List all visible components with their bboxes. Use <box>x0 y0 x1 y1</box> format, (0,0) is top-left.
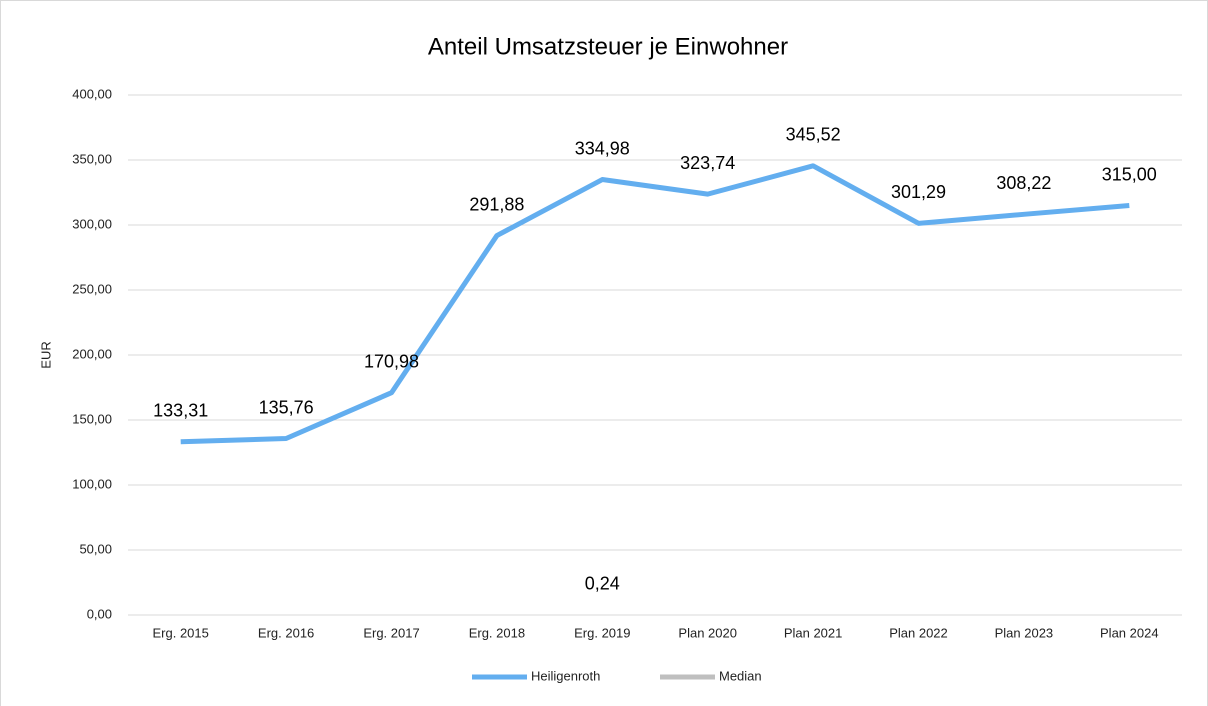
x-tick-label: Plan 2021 <box>784 625 843 640</box>
data-label: 334,98 <box>575 138 630 158</box>
y-axis-label: EUR <box>38 341 53 368</box>
y-tick-label: 50,00 <box>79 541 112 556</box>
data-label: 308,22 <box>996 173 1051 193</box>
y-tick-label: 250,00 <box>72 281 112 296</box>
line <box>180 163 1130 445</box>
y-tick-label: 350,00 <box>72 151 112 166</box>
data-label: 345,52 <box>786 125 841 145</box>
chart-title: Anteil Umsatzsteuer je Einwohner <box>428 33 788 60</box>
y-tick-label: 150,00 <box>72 411 112 426</box>
x-tick-label: Erg. 2016 <box>258 625 314 640</box>
legend-label: Median <box>719 668 762 683</box>
y-tick-label: 300,00 <box>72 216 112 231</box>
legend-label: Heiligenroth <box>531 668 600 683</box>
data-label: 0,24 <box>585 573 620 593</box>
x-tick-label: Erg. 2019 <box>574 625 630 640</box>
data-label: 133,31 <box>153 400 208 420</box>
data-label: 315,00 <box>1102 164 1157 184</box>
data-label: 170,98 <box>364 351 419 371</box>
y-tick-label: 100,00 <box>72 476 112 491</box>
x-tick-label: Plan 2023 <box>995 625 1054 640</box>
x-tick-label: Plan 2020 <box>678 625 737 640</box>
y-tick-label: 400,00 <box>72 86 112 101</box>
data-label: 323,74 <box>680 153 735 173</box>
data-label: 135,76 <box>259 397 314 417</box>
y-tick-label: 0,00 <box>87 606 112 621</box>
y-tick-label: 200,00 <box>72 346 112 361</box>
x-tick-label: Plan 2022 <box>889 625 948 640</box>
x-tick-label: Erg. 2018 <box>469 625 525 640</box>
x-tick-label: Erg. 2015 <box>153 625 209 640</box>
data-label: 291,88 <box>469 194 524 214</box>
x-tick-label: Plan 2024 <box>1100 625 1159 640</box>
x-tick-label: Erg. 2017 <box>363 625 419 640</box>
data-label: 301,29 <box>891 182 946 202</box>
